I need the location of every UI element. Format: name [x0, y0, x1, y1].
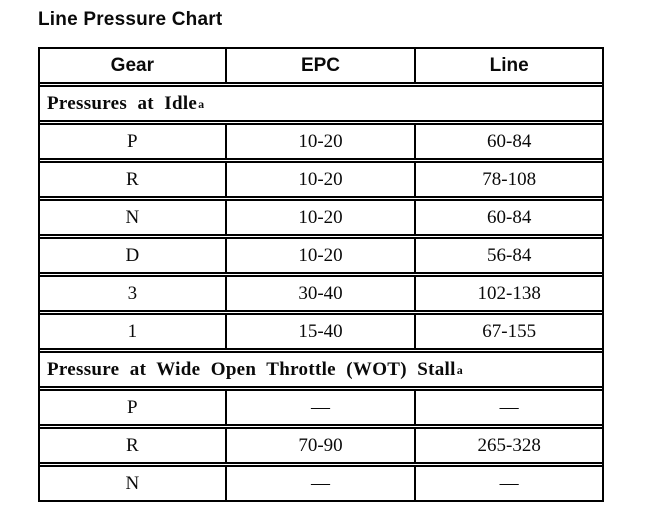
line-cell: 78-108 [414, 163, 602, 196]
epc-cell: 10-20 [224, 239, 415, 272]
epc-cell: 10-20 [224, 201, 415, 234]
epc-cell: — [224, 391, 415, 424]
section-header-label: Pressures at Idle a [47, 92, 205, 114]
table-row: D 10-20 56-84 [40, 234, 602, 272]
section-header-text: Pressure at Wide Open Throttle (WOT) Sta… [47, 358, 456, 380]
epc-cell: — [224, 467, 415, 500]
line-cell: 265-328 [414, 429, 602, 462]
column-header-line: Line [414, 49, 602, 82]
table-row: N 10-20 60-84 [40, 196, 602, 234]
table-header-row: Gear EPC Line [40, 49, 602, 82]
line-cell: 67-155 [414, 315, 602, 348]
gear-cell: 1 [127, 321, 138, 342]
epc-cell: 30-40 [224, 277, 415, 310]
section-header-text: Pressures at Idle [47, 92, 198, 114]
gear-cell: R [125, 169, 139, 190]
section-header-idle: Pressures at Idle a [40, 82, 602, 120]
gear-cell: N [125, 473, 140, 494]
gear-cell: N [125, 207, 140, 228]
gear-cell: P [127, 131, 138, 152]
epc-cell: 10-20 [224, 125, 415, 158]
table-row: P — — [40, 386, 602, 424]
gear-cell: R [125, 435, 139, 456]
table-row: 1 15-40 67-155 [40, 310, 602, 348]
line-cell: — [414, 467, 602, 500]
gear-cell: P [127, 397, 138, 418]
gear-cell: D [125, 245, 140, 266]
line-cell: 60-84 [414, 201, 602, 234]
table-row: R 10-20 78-108 [40, 158, 602, 196]
table-row: N — — [40, 462, 602, 500]
table-row: 3 30-40 102-138 [40, 272, 602, 310]
table-row: P 10-20 60-84 [40, 120, 602, 158]
column-header-epc: EPC [224, 49, 415, 82]
line-cell: 102-138 [414, 277, 602, 310]
section-header-label: Pressure at Wide Open Throttle (WOT) Sta… [47, 358, 464, 380]
table-row: R 70-90 265-328 [40, 424, 602, 462]
gear-cell: 3 [127, 283, 138, 304]
page-title: Line Pressure Chart [38, 9, 223, 30]
epc-cell: 15-40 [224, 315, 415, 348]
line-pressure-table: Gear EPC Line Pressures at Idle a P 10-20… [38, 47, 604, 502]
epc-cell: 70-90 [224, 429, 415, 462]
line-cell: — [414, 391, 602, 424]
line-cell: 56-84 [414, 239, 602, 272]
section-header-wot-stall: Pressure at Wide Open Throttle (WOT) Sta… [40, 348, 602, 386]
line-cell: 60-84 [414, 125, 602, 158]
epc-cell: 10-20 [224, 163, 415, 196]
column-header-gear: Gear [110, 55, 154, 76]
